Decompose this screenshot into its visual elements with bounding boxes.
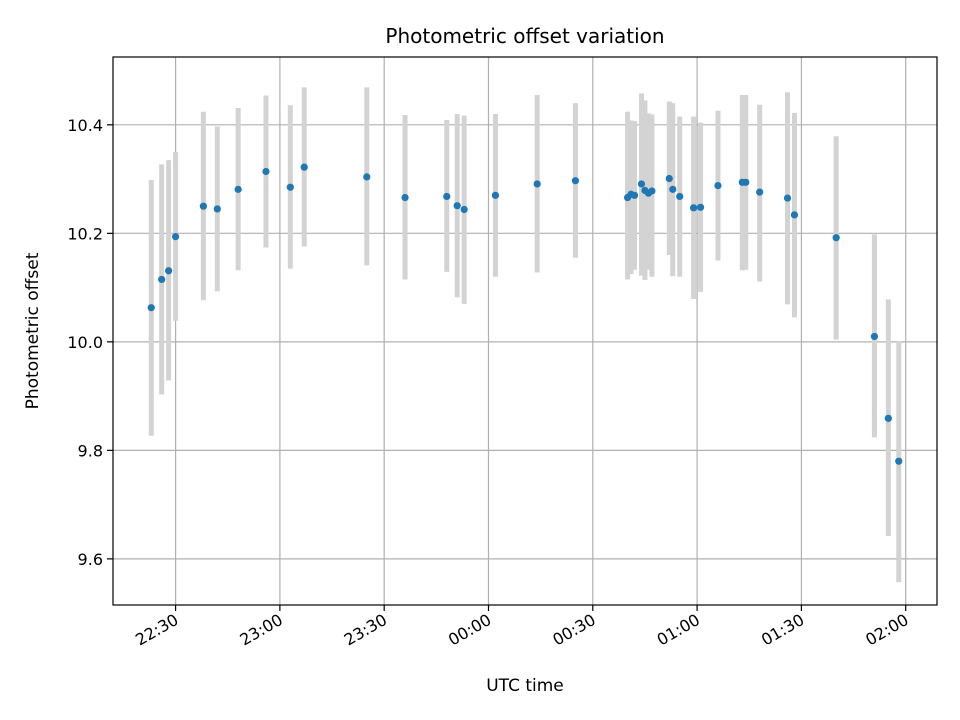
- chart-title: Photometric offset variation: [385, 24, 664, 48]
- y-axis-label: Photometric offset: [23, 252, 43, 409]
- data-point: [158, 275, 166, 284]
- plot-area-frame: [112, 56, 938, 606]
- x-axis-label: UTC time: [486, 676, 564, 696]
- y-axis-ticks: 9.6 9.8 10.0 10.2 10.4: [67, 116, 113, 569]
- data-point: [783, 194, 792, 202]
- data-points: [147, 163, 903, 465]
- y-tick-label: 10.4: [67, 116, 103, 135]
- data-point: [690, 204, 698, 212]
- data-point: [790, 211, 799, 219]
- data-point: [571, 177, 580, 185]
- data-point: [665, 174, 673, 183]
- data-point: [363, 173, 371, 181]
- data-point: [832, 234, 840, 242]
- data-point: [460, 205, 468, 214]
- data-point: [756, 188, 764, 196]
- data-point: [199, 202, 207, 210]
- data-point: [171, 232, 180, 241]
- data-point: [300, 163, 308, 171]
- data-point: [533, 180, 541, 188]
- y-tick-label: 9.8: [78, 441, 103, 460]
- y-tick-label: 10.0: [67, 333, 103, 352]
- data-point: [286, 183, 294, 191]
- data-point: [648, 187, 656, 195]
- data-point: [669, 185, 677, 193]
- data-point: [165, 267, 173, 275]
- data-point: [714, 181, 722, 190]
- y-tick-label: 9.6: [78, 550, 103, 569]
- data-point: [401, 193, 409, 202]
- data-point: [491, 191, 500, 199]
- grid-lines: [113, 57, 937, 605]
- data-point: [676, 192, 684, 201]
- data-point: [443, 192, 451, 201]
- data-point: [213, 205, 221, 213]
- data-point: [147, 304, 155, 312]
- data-point: [884, 414, 892, 422]
- data-point: [234, 185, 242, 193]
- data-point: [742, 178, 750, 186]
- data-point: [262, 167, 270, 176]
- y-tick-label: 10.2: [67, 224, 103, 243]
- data-point: [696, 203, 705, 211]
- data-point: [895, 457, 903, 465]
- data-point: [453, 202, 461, 210]
- data-point: [630, 191, 639, 199]
- data-point: [870, 332, 879, 341]
- data-point: [637, 180, 646, 188]
